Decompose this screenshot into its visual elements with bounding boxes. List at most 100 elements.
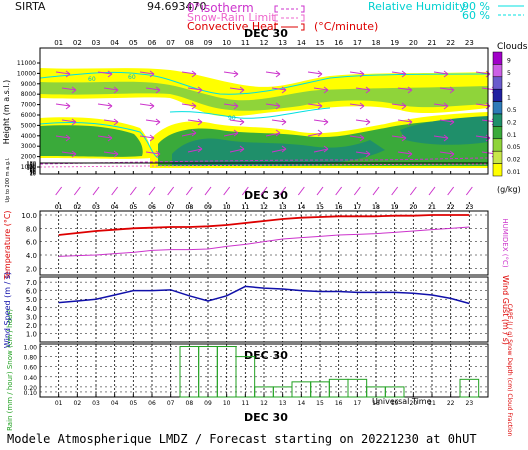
rain-hour-ticks: 01 02 03 04 05 06 07 08 09 10 11 12 13 14 15 16 17 18 19 20…	[55, 394, 473, 407]
wind-tick-label: 5.0	[26, 296, 37, 304]
temperature-tick-label: 6.0	[26, 239, 37, 247]
hour-tick-label: 08	[186, 204, 194, 211]
cape-axis-label: CAPE (J / g) Snow Depth (cm) Cloud Fract…	[506, 304, 513, 437]
wind-arrow-head	[191, 70, 197, 78]
wind-arrow	[145, 119, 161, 123]
rh-contour-label-3: 90	[228, 115, 236, 122]
convective-unit: (°C/minute)	[314, 20, 378, 33]
wind-arrow-head	[155, 118, 161, 126]
wind-arrow-head	[365, 150, 371, 158]
temperature-tick-label: 10.0	[21, 212, 37, 220]
rain-panel: 0.100.200.400.600.801.00 01 02 03 04 05 06 07 0…	[6, 304, 513, 437]
rain-axis-label: Rain (mm / hour) Snow (cm / hour)	[6, 309, 14, 431]
wind-arrow-head	[65, 70, 71, 78]
wind-arrow-head	[317, 70, 323, 78]
height-tick-label: 1000	[21, 164, 36, 171]
hour-tick-label: 15	[316, 400, 324, 407]
rain-tick-label: 0.80	[24, 355, 38, 362]
wind-arrow-head	[239, 86, 245, 94]
universal-time-label: Universal Time	[372, 397, 432, 406]
hour-tick-label: 04	[111, 400, 119, 407]
wind-arrow	[55, 135, 71, 139]
temperature-axis: 2.0 4.0 6.0 8.0 10.0	[21, 212, 488, 273]
wind-tick-label: 7.0	[26, 279, 37, 287]
height-axis-low-label: Up to 200 m a.g.l.	[5, 157, 11, 202]
rh-60-label: 60 %	[462, 9, 490, 22]
hour-tick-label: 11	[242, 204, 250, 211]
wind-series	[58, 285, 470, 305]
wind-arrow	[97, 71, 113, 75]
hour-tick-label: 14	[298, 204, 306, 211]
hour-tick-label: 08	[186, 400, 194, 407]
colorbar-swatch	[492, 101, 503, 115]
rh-contour-label-1: 60	[88, 76, 96, 83]
model-footer: Modele Atmospherique LMDZ / Forecast sta…	[7, 432, 477, 446]
wind-arrow-head	[155, 86, 161, 94]
wind-arrow-head	[401, 70, 407, 78]
hour-tick-label: 15	[316, 204, 324, 211]
snow-rain-key-symbol	[274, 14, 305, 22]
hour-tick-label: 16	[335, 204, 343, 211]
temperature-hour-gridlines	[58, 211, 470, 275]
hour-tick-label: 10	[223, 400, 231, 407]
hour-tick-label: 13	[278, 39, 287, 47]
wind-arrow-head	[65, 102, 71, 110]
low-height-tick-label: 10	[30, 171, 36, 177]
wind-arrow-head	[107, 70, 113, 78]
wind-arrow	[223, 71, 239, 75]
wind-arrow	[61, 87, 77, 91]
hour-tick-label: 06	[148, 204, 156, 211]
height-tick-label: 3000	[21, 143, 36, 150]
wind-arrow	[145, 87, 161, 91]
wind-tick-label: 6.0	[26, 288, 37, 296]
rain-date-label: DEC 30	[244, 411, 288, 424]
hour-tick-label: 15	[316, 204, 324, 211]
wind-arrow-head	[407, 118, 413, 126]
wind-arrow-head	[275, 129, 281, 137]
wind-arrow	[433, 135, 449, 139]
hour-tick-label: 11	[241, 39, 250, 47]
hour-tick-label: 13	[279, 400, 287, 407]
hour-tick-label: 13	[279, 204, 287, 211]
hour-tick-label: 23	[466, 204, 474, 211]
rain-tick-label: 0.40	[24, 375, 38, 382]
wind-arrow-head	[191, 102, 197, 110]
hour-tick-label: 09	[204, 400, 212, 407]
temperature-series	[58, 214, 470, 257]
isotherm-line	[39, 157, 489, 165]
wind-arrow-head	[149, 134, 155, 142]
height-tick-label: 8000	[21, 91, 36, 98]
wind-arrow-head	[323, 145, 329, 153]
wind-arrow	[187, 148, 203, 153]
colorbar-swatch	[492, 126, 503, 140]
wind-arrow-head	[359, 70, 365, 78]
clouds-bottom-hour-ticks: 01 02 03 04 05 06 07 08 09 10 11 12 13 14 15 16 17 18 19 20…	[55, 171, 473, 211]
height-axis-label: Height (m a.s.l.)	[2, 80, 11, 145]
hour-tick-label: 23	[465, 39, 474, 47]
hour-tick-label: 05	[130, 400, 138, 407]
wind-arrow	[313, 148, 329, 153]
hour-tick-label: 21	[428, 204, 436, 211]
wind-arrow-head	[107, 102, 113, 110]
surface-wind-arrow	[372, 186, 380, 196]
low-height-tick-label: 20	[30, 171, 36, 177]
colorbar-label: 0.5	[507, 107, 517, 114]
low-height-tick-label: 180	[26, 161, 36, 167]
cloud-left-green	[40, 125, 143, 157]
wind-gust-axis-label: Wind Gust (m / s)	[501, 275, 510, 345]
temperature-tick-label: 2.0	[26, 265, 37, 273]
hour-tick-label: 18	[372, 39, 381, 47]
wind-arrow-head	[443, 102, 449, 110]
hour-tick-label: 09	[204, 204, 212, 211]
surface-wind-arrow	[465, 186, 473, 196]
wind-arrow	[55, 71, 71, 75]
wind-arrow	[307, 132, 323, 137]
hour-tick-label: 17	[354, 204, 362, 211]
hour-tick-label: 06	[148, 39, 157, 47]
wind-date-label: DEC 30	[244, 349, 288, 362]
hour-tick-label: 05	[130, 204, 138, 211]
wind-arrow-head	[365, 86, 371, 94]
hour-tick-label: 07	[166, 39, 175, 47]
hour-tick-label: 18	[372, 204, 380, 211]
hour-tick-label: 09	[204, 39, 213, 47]
